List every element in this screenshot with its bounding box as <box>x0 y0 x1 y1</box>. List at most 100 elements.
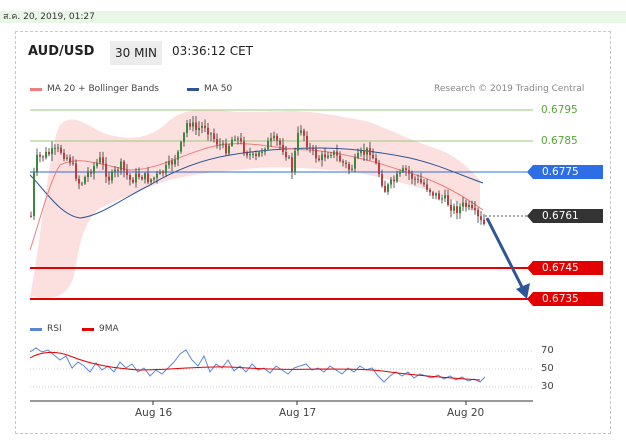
chart-time: 03:36:12 CET <box>172 44 253 58</box>
legend-9ma: 9MA <box>82 324 119 334</box>
candle-body <box>483 219 485 224</box>
candle-body <box>288 157 290 159</box>
candle-body <box>159 171 161 174</box>
candle-body <box>294 150 296 173</box>
candlestick-series <box>30 116 485 226</box>
candle-body <box>366 148 368 155</box>
candle-body <box>237 138 239 140</box>
candle-body <box>420 179 422 183</box>
candle-body <box>324 154 326 158</box>
candle-body <box>471 204 473 208</box>
level-tag-s2: 0.6735 <box>527 292 603 306</box>
level-tag-pivot: 0.6775 <box>527 165 603 179</box>
candle-body <box>369 148 371 155</box>
ma20-swatch <box>30 87 42 91</box>
candle-body <box>240 138 242 142</box>
candle-body <box>66 157 68 159</box>
level-label-r1: 0.6785 <box>541 135 578 147</box>
candle-body <box>411 173 413 179</box>
candle-body <box>93 165 95 174</box>
candle-body <box>219 144 221 146</box>
forecast-arrow-head <box>516 283 530 299</box>
legend-rsi-label: RSI <box>47 324 62 334</box>
candle-body <box>123 161 125 171</box>
candle-body <box>297 132 299 151</box>
candle-body <box>477 210 479 217</box>
candle-body <box>213 133 215 140</box>
candle-body <box>111 172 113 181</box>
candle-body <box>405 168 407 171</box>
candle-body <box>453 206 455 211</box>
candle-body <box>96 162 98 166</box>
candle-body <box>381 174 383 186</box>
candle-body <box>204 125 206 128</box>
candle-body <box>360 150 362 154</box>
legend-ma50-label: MA 50 <box>204 84 233 94</box>
rsi-ma-line <box>29 351 481 381</box>
candle-body <box>447 195 449 206</box>
candle-body <box>441 198 443 200</box>
legend-ma20: MA 20 + Bollinger Bands <box>30 84 159 94</box>
candle-body <box>99 157 101 163</box>
candle-body <box>216 139 218 145</box>
rsi-ma-swatch <box>82 327 94 331</box>
candle-body <box>354 157 356 169</box>
candle-body <box>186 123 188 134</box>
candle-body <box>372 154 374 159</box>
timestamp-bar: ส.ค. 20, 2019, 01:27 <box>0 11 626 23</box>
candle-body <box>192 122 194 127</box>
candle-body <box>351 168 353 170</box>
candle-body <box>249 154 251 156</box>
candle-body <box>408 170 410 174</box>
candle-body <box>33 171 35 216</box>
ma50-swatch <box>187 87 199 91</box>
ma50-line <box>29 147 484 219</box>
timestamp: ส.ค. 20, 2019, 01:27 <box>3 12 95 22</box>
candle-body <box>459 206 461 214</box>
candle-body <box>465 202 467 207</box>
candle-body <box>267 140 269 150</box>
candle-body <box>84 177 86 184</box>
candle-body <box>234 139 236 141</box>
candle-body <box>387 184 389 192</box>
candle-body <box>45 152 47 158</box>
legend-ma50: MA 50 <box>187 84 232 94</box>
candle-body <box>180 142 182 152</box>
chart-frame <box>15 31 611 434</box>
candle-body <box>114 169 116 173</box>
candle-body <box>417 179 419 181</box>
candle-body <box>432 192 434 196</box>
candle-body <box>327 155 329 158</box>
candle-body <box>78 178 80 184</box>
level-tag-s1: 0.6745 <box>527 261 603 275</box>
candle-body <box>468 204 470 207</box>
timeframe-badge[interactable]: 30 MIN <box>110 41 162 65</box>
candle-body <box>75 163 77 179</box>
candle-body <box>348 164 350 170</box>
candle-body <box>120 161 122 171</box>
candle-body <box>126 170 128 176</box>
candle-body <box>225 143 227 154</box>
candle-body <box>252 153 254 155</box>
candle-body <box>54 147 56 149</box>
currency-pair: AUD/USD <box>28 43 95 59</box>
candle-body <box>153 177 155 180</box>
candle-body <box>462 202 464 207</box>
research-credit: Research © 2019 Trading Central <box>434 84 585 94</box>
candle-body <box>342 161 344 163</box>
candle-body <box>312 148 314 150</box>
candle-body <box>375 158 377 164</box>
candle-body <box>300 130 302 133</box>
candle-body <box>396 173 398 182</box>
candle-body <box>321 154 323 161</box>
candle-body <box>429 189 431 193</box>
candle-body <box>390 179 392 185</box>
candle-body <box>207 127 209 135</box>
candle-body <box>228 145 230 154</box>
candle-body <box>132 179 134 183</box>
candle-body <box>402 168 404 172</box>
candle-body <box>480 216 482 220</box>
level-tag-current: 0.6761 <box>527 209 603 223</box>
candle-body <box>69 157 71 163</box>
